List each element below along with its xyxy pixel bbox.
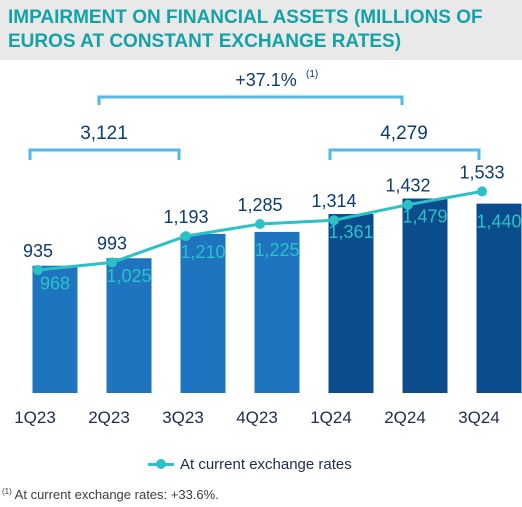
bar-value-label: 968 <box>40 274 70 294</box>
line-point <box>181 231 191 242</box>
total-2024-label: 4,279 <box>380 123 428 144</box>
x-tick-label: 3Q24 <box>458 408 500 427</box>
bracket-2023 <box>28 148 181 160</box>
growth-note: (1) <box>306 69 318 80</box>
line-point <box>329 215 339 226</box>
bar-value-label: 1,225 <box>254 240 299 260</box>
line-point <box>107 257 117 268</box>
legend-line-marker <box>148 457 174 471</box>
footnote: (1) At current exchange rates: +33.6%. <box>2 487 219 502</box>
x-tick-label: 1Q23 <box>14 408 56 427</box>
line-value-label: 1,533 <box>459 162 504 182</box>
title-band <box>0 0 522 60</box>
x-tick-label: 4Q23 <box>236 408 278 427</box>
line-series-group <box>33 186 487 276</box>
bar <box>180 233 226 393</box>
line-point <box>477 186 487 197</box>
footnote-marker: (1) <box>2 487 12 496</box>
line-labels-group: 935 993 1,193 1,285 1,314 1,432 1,533 <box>23 162 505 261</box>
bar-value-label: 1,440 <box>476 212 521 232</box>
line-point <box>255 219 265 230</box>
bar-value-label: 1,361 <box>328 222 373 242</box>
legend-label: At current exchange rates <box>180 455 352 473</box>
line-value-label: 1,193 <box>163 207 208 227</box>
bar-value-label: 1,210 <box>180 242 225 262</box>
bars-group <box>32 198 522 393</box>
bar-value-label: 1,025 <box>106 266 151 286</box>
line-point <box>403 199 413 210</box>
line-value-label: 993 <box>97 233 127 253</box>
x-tick-label: 1Q24 <box>310 408 352 427</box>
bar <box>402 198 448 393</box>
x-tick-label: 3Q23 <box>162 408 204 427</box>
bracket-2024 <box>328 148 481 160</box>
x-axis-labels: 1Q23 2Q23 3Q23 4Q23 1Q24 2Q24 3Q24 <box>14 408 500 427</box>
legend: At current exchange rates <box>148 455 352 473</box>
bar <box>476 203 522 393</box>
line-value-label: 1,285 <box>237 195 282 215</box>
line-value-label: 1,314 <box>311 191 356 211</box>
bar <box>32 265 78 393</box>
line-value-label: 935 <box>23 241 53 261</box>
chart-plot: +37.1% (1) 3,121 4,279 968 1,025 1,210 1,22… <box>14 69 522 427</box>
line-value-label: 1,432 <box>385 176 430 196</box>
bar <box>254 231 300 393</box>
chart-title: IMPAIRMENT ON FINANCIAL ASSETS (MILLIONS… <box>8 7 483 52</box>
line-point <box>33 265 43 276</box>
bar <box>106 258 152 393</box>
bar <box>328 214 374 393</box>
footnote-text: At current exchange rates: +33.6%. <box>11 487 219 502</box>
bracket-group: +37.1% (1) 3,121 4,279 <box>28 69 481 160</box>
total-2023-label: 3,121 <box>80 123 128 144</box>
x-tick-label: 2Q24 <box>384 408 426 427</box>
bar-labels-group: 968 1,025 1,210 1,225 1,361 1,479 1,440 <box>40 207 522 294</box>
growth-bracket <box>97 95 404 105</box>
x-tick-label: 2Q23 <box>88 408 130 427</box>
growth-label: +37.1% <box>235 70 297 90</box>
bar-value-label: 1,479 <box>402 207 447 227</box>
